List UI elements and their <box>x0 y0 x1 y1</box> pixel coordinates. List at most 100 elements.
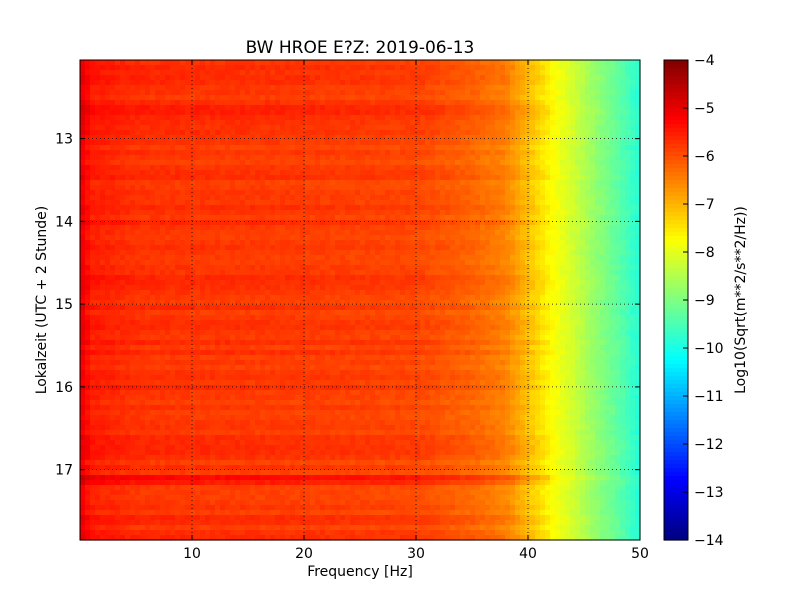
heatmap-cell <box>545 190 551 196</box>
heatmap-cell <box>410 205 416 211</box>
heatmap-cell <box>295 80 301 86</box>
heatmap-cell <box>230 155 236 161</box>
heatmap-cell <box>175 145 181 151</box>
heatmap-cell <box>480 175 486 181</box>
heatmap-cell <box>340 160 346 166</box>
heatmap-cell <box>535 235 541 241</box>
heatmap-cell <box>410 270 416 276</box>
heatmap-cell <box>80 275 86 281</box>
heatmap-cell <box>125 100 131 106</box>
heatmap-cell <box>380 140 386 146</box>
heatmap-cell <box>355 145 361 151</box>
heatmap-cell <box>365 175 371 181</box>
heatmap-cell <box>155 75 161 81</box>
heatmap-cell <box>470 155 476 161</box>
heatmap-cell <box>515 130 521 136</box>
heatmap-cell <box>500 215 506 221</box>
heatmap-cell <box>595 170 601 176</box>
heatmap-cell <box>580 160 586 166</box>
heatmap-cell <box>215 65 221 71</box>
heatmap-cell <box>605 190 611 196</box>
heatmap-cell <box>495 180 501 186</box>
heatmap-cell <box>520 85 526 91</box>
heatmap-cell <box>575 160 581 166</box>
heatmap-cell <box>515 275 521 281</box>
heatmap-cell <box>110 75 116 81</box>
heatmap-cell <box>185 90 191 96</box>
heatmap-cell <box>130 115 136 121</box>
heatmap-cell <box>255 90 261 96</box>
heatmap-cell <box>170 230 176 236</box>
heatmap-cell <box>320 155 326 161</box>
heatmap-cell <box>290 230 296 236</box>
heatmap-cell <box>150 165 156 171</box>
heatmap-cell <box>395 240 401 246</box>
heatmap-cell <box>535 205 541 211</box>
heatmap-cell <box>190 275 196 281</box>
heatmap-cell <box>530 85 536 91</box>
heatmap-cell <box>400 110 406 116</box>
heatmap-cell <box>615 255 621 261</box>
heatmap-cell <box>310 200 316 206</box>
heatmap-cell <box>185 195 191 201</box>
heatmap-cell <box>610 235 616 241</box>
heatmap-cell <box>450 135 456 141</box>
heatmap-cell <box>470 240 476 246</box>
heatmap-cell <box>165 245 171 251</box>
heatmap-cell <box>625 245 631 251</box>
heatmap-cell <box>320 165 326 171</box>
heatmap-cell <box>325 75 331 81</box>
heatmap-cell <box>610 100 616 106</box>
heatmap-cell <box>360 200 366 206</box>
heatmap-cell <box>85 250 91 256</box>
heatmap-cell <box>215 280 221 286</box>
heatmap-cell <box>260 120 266 126</box>
heatmap-cell <box>210 245 216 251</box>
heatmap-cell <box>250 260 256 266</box>
heatmap-cell <box>350 205 356 211</box>
heatmap-cell <box>185 265 191 271</box>
heatmap-cell <box>330 185 336 191</box>
heatmap-cell <box>380 85 386 91</box>
heatmap-cell <box>140 195 146 201</box>
heatmap-cell <box>275 95 281 101</box>
heatmap-cell <box>310 280 316 286</box>
heatmap-cell <box>515 170 521 176</box>
heatmap-cell <box>500 230 506 236</box>
heatmap-cell <box>495 115 501 121</box>
heatmap-cell <box>115 180 121 186</box>
heatmap-cell <box>480 245 486 251</box>
heatmap-cell <box>205 165 211 171</box>
heatmap-cell <box>160 270 166 276</box>
heatmap-cell <box>245 195 251 201</box>
heatmap-cell <box>480 65 486 71</box>
heatmap-cell <box>275 255 281 261</box>
heatmap-cell <box>475 125 481 131</box>
heatmap-cell <box>140 205 146 211</box>
heatmap-cell <box>265 185 271 191</box>
heatmap-cell <box>565 160 571 166</box>
heatmap-cell <box>340 100 346 106</box>
heatmap-cell <box>200 275 206 281</box>
heatmap-cell <box>210 70 216 76</box>
heatmap-cell <box>470 200 476 206</box>
heatmap-cell <box>450 110 456 116</box>
heatmap-cell <box>580 275 586 281</box>
heatmap-cell <box>350 210 356 216</box>
heatmap-cell <box>215 90 221 96</box>
heatmap-cell <box>345 110 351 116</box>
heatmap-cell <box>630 195 636 201</box>
heatmap-cell <box>400 80 406 86</box>
heatmap-cell <box>360 240 366 246</box>
heatmap-cell <box>410 90 416 96</box>
heatmap-cell <box>330 70 336 76</box>
heatmap-cell <box>460 245 466 251</box>
heatmap-cell <box>145 225 151 231</box>
heatmap-cell <box>600 235 606 241</box>
heatmap-cell <box>210 260 216 266</box>
heatmap-cell <box>240 280 246 286</box>
heatmap-cell <box>290 70 296 76</box>
heatmap-cell <box>630 265 636 271</box>
heatmap-cell <box>370 75 376 81</box>
heatmap-cell <box>330 155 336 161</box>
